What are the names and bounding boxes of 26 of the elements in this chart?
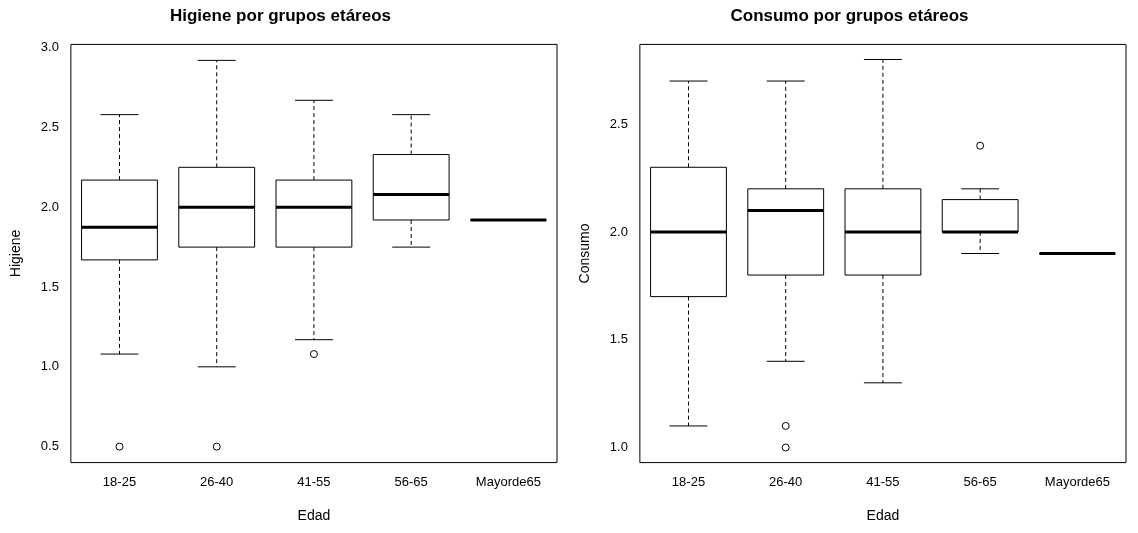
y-tick-label: 3.0 (40, 39, 59, 55)
x-tick-label: 56-65 (963, 473, 997, 489)
y-tick-label: 2.0 (609, 223, 628, 239)
chart-title: Higiene por grupos etáreos (169, 5, 392, 25)
x-tick-label: 26-40 (200, 473, 234, 489)
y-tick-label: 0.5 (40, 438, 59, 454)
y-tick-label: 1.0 (609, 439, 628, 455)
x-axis-title: Edad (866, 507, 900, 524)
x-axis-title: Edad (297, 507, 331, 524)
x-tick-label: 18-25 (671, 473, 706, 489)
x-tick-label: 26-40 (769, 473, 803, 489)
x-tick-label: 18-25 (102, 473, 137, 489)
x-tick-label: 41-55 (866, 473, 900, 489)
y-tick-label: 1.5 (40, 278, 59, 294)
x-tick-label: 56-65 (394, 473, 428, 489)
x-tick-label: Mayorde65 (475, 473, 541, 489)
y-tick-label: 2.0 (40, 198, 59, 214)
y-tick-label: 2.5 (609, 115, 628, 131)
x-tick-label: 41-55 (297, 473, 331, 489)
y-axis-title: Higiene (7, 229, 24, 278)
y-axis-title: Consumo (576, 223, 593, 284)
y-tick-label: 1.5 (609, 331, 628, 347)
y-tick-label: 1.0 (40, 358, 59, 374)
y-tick-label: 2.5 (40, 118, 59, 134)
chart-title: Consumo por grupos etáreos (730, 5, 969, 25)
x-tick-label: Mayorde65 (1044, 473, 1110, 489)
